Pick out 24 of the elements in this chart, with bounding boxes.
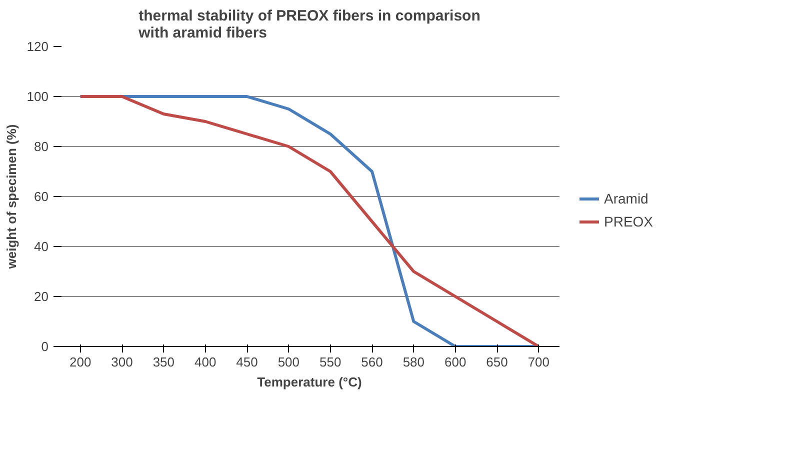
x-tick-label: 200 bbox=[69, 354, 92, 370]
x-tick-label: 700 bbox=[528, 354, 550, 370]
y-tick-label: 120 bbox=[26, 39, 49, 54]
x-tick-label: 400 bbox=[194, 354, 216, 370]
x-tick-label: 500 bbox=[278, 354, 300, 370]
x-tick-label: 550 bbox=[319, 354, 342, 370]
y-axis-title: weight of specimen (%) bbox=[4, 124, 19, 270]
y-tick-label: 20 bbox=[34, 289, 49, 304]
x-tick-label: 300 bbox=[111, 354, 133, 370]
x-tick-label: 560 bbox=[361, 354, 383, 370]
x-tick-label: 600 bbox=[444, 354, 466, 370]
x-tick-label: 650 bbox=[486, 354, 508, 370]
legend-label: PREOX bbox=[604, 214, 654, 230]
y-tick-label: 0 bbox=[41, 339, 49, 354]
legend-label: Aramid bbox=[604, 190, 648, 206]
y-tick-label: 40 bbox=[34, 239, 49, 254]
y-tick-label: 60 bbox=[34, 189, 49, 204]
chart-title: thermal stability of PREOX fibers in comparison with aramid fibers bbox=[138, 8, 480, 42]
x-axis-title: Temperature (°C) bbox=[257, 374, 362, 390]
x-tick-label: 580 bbox=[402, 354, 425, 370]
x-tick-label: 350 bbox=[152, 354, 175, 370]
y-tick-label: 80 bbox=[34, 139, 49, 154]
y-tick-label: 100 bbox=[26, 89, 49, 104]
x-tick-label: 450 bbox=[236, 354, 258, 370]
